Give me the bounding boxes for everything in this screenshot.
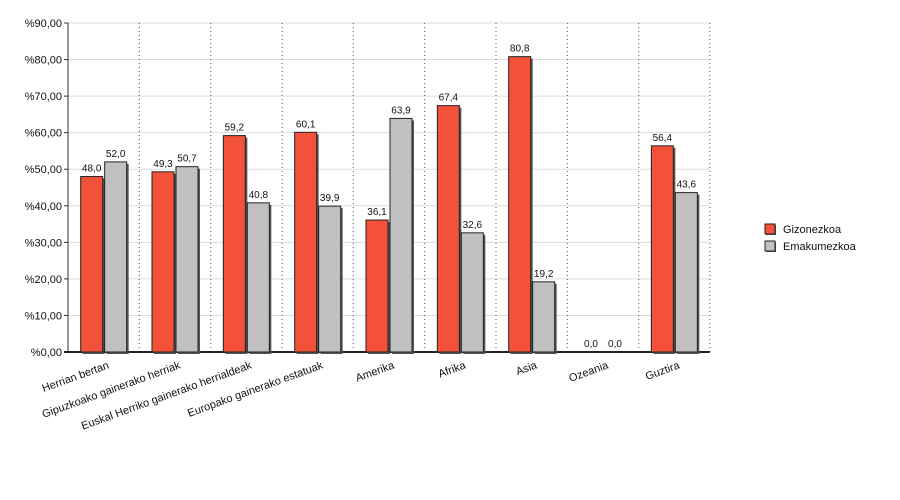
data-label: 52,0 — [106, 149, 126, 160]
bar-gizonezkoa — [294, 131, 318, 353]
x-tick-label: Ozeania — [567, 359, 610, 385]
x-tick-label: Europako gainerako estatuak — [186, 359, 325, 419]
y-tick-label: %60,00 — [25, 128, 62, 140]
legend-label: Emakumezkoa — [783, 241, 857, 253]
x-tick-label: Amerika — [354, 359, 397, 384]
bar-gizonezkoa — [508, 56, 532, 353]
data-label: 63,9 — [391, 105, 411, 116]
data-label: 40,8 — [249, 190, 269, 201]
y-tick-label: %50,00 — [25, 164, 62, 176]
y-tick-label: %20,00 — [25, 274, 62, 286]
legend-label: Gizonezkoa — [783, 224, 842, 236]
bar-emakumezkoa — [246, 202, 270, 353]
data-label: 59,2 — [225, 123, 245, 134]
y-tick-label: %0,00 — [31, 347, 62, 359]
legend-swatch — [764, 240, 776, 252]
data-label: 39,9 — [320, 193, 340, 204]
bar-gizonezkoa — [650, 145, 674, 353]
data-label: 43,6 — [677, 180, 697, 191]
bar-emakumezkoa — [532, 281, 556, 353]
y-tick-label: %10,00 — [25, 310, 62, 322]
data-label: 32,6 — [463, 220, 483, 231]
data-label: 36,1 — [367, 207, 387, 218]
y-tick-label: %90,00 — [25, 18, 62, 30]
data-label: 50,7 — [177, 154, 197, 165]
data-label: 60,1 — [296, 119, 316, 130]
bar-emakumezkoa — [674, 192, 698, 353]
y-tick-label: %80,00 — [25, 55, 62, 67]
bar-emakumezkoa — [389, 117, 413, 353]
data-label: 67,4 — [439, 93, 459, 104]
x-tick-label: Afrika — [437, 359, 468, 380]
y-tick-label: %40,00 — [25, 201, 62, 213]
data-label: 49,3 — [153, 159, 173, 170]
x-tick-label: Guztira — [644, 359, 682, 383]
data-label: 48,0 — [82, 164, 102, 175]
bar-emakumezkoa — [104, 161, 128, 353]
bar-gizonezkoa — [365, 219, 389, 353]
bar-gizonezkoa — [80, 176, 104, 353]
data-label: 19,2 — [534, 269, 554, 280]
data-label: 0,0 — [584, 339, 598, 350]
bar-emakumezkoa — [318, 205, 342, 353]
legend-swatch — [764, 223, 776, 235]
y-tick-label: %30,00 — [25, 237, 62, 249]
bar-gizonezkoa — [436, 105, 460, 353]
data-label: 56,4 — [653, 133, 673, 144]
x-tick-label: Asia — [514, 359, 539, 378]
y-tick-label: %70,00 — [25, 91, 62, 103]
bar-emakumezkoa — [175, 166, 199, 353]
data-label: 0,0 — [608, 339, 622, 350]
data-label: 80,8 — [510, 44, 530, 55]
bar-emakumezkoa — [460, 232, 484, 353]
bar-gizonezkoa — [151, 171, 175, 353]
bar-gizonezkoa — [222, 135, 246, 353]
